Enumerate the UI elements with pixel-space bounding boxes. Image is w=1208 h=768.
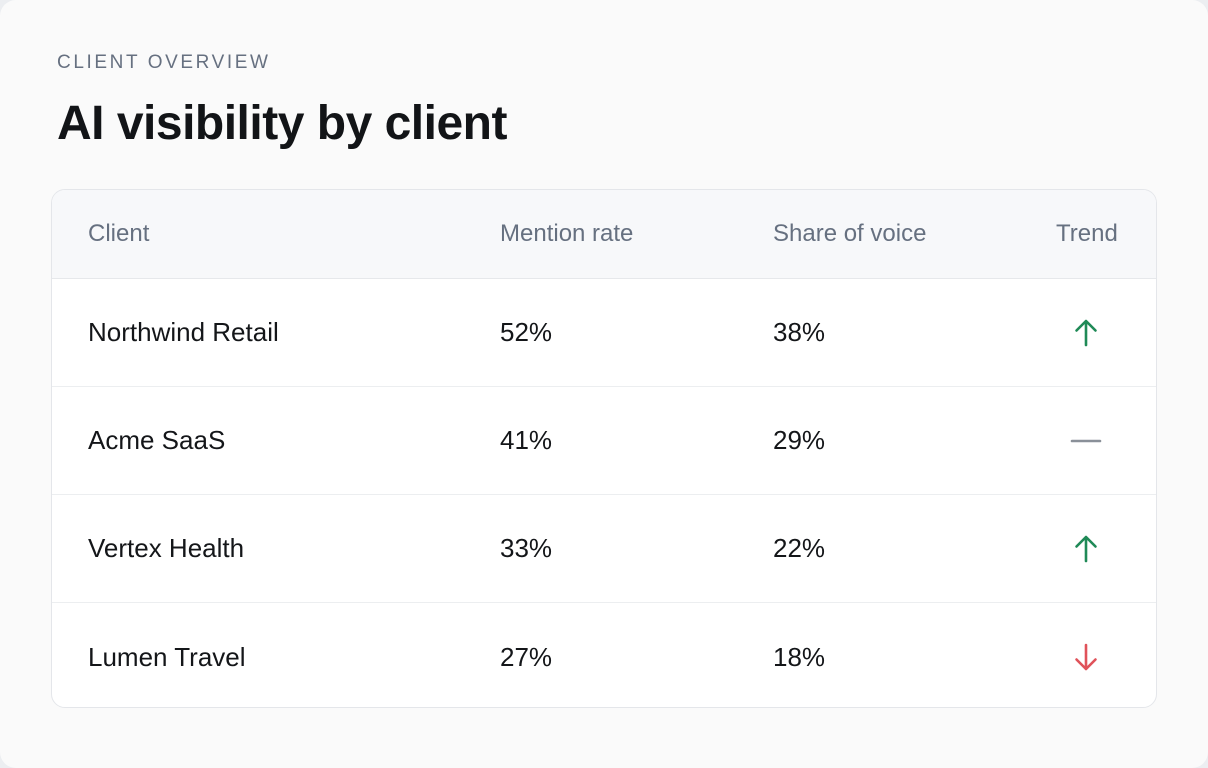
column-header-client: Client [88,220,150,247]
table-row: Northwind Retail 52% 38% [52,279,1156,387]
client-name: Lumen Travel [88,641,246,672]
column-header-trend: Trend [1056,220,1118,247]
mention-rate-value: 27% [500,641,553,672]
column-header-share-of-voice: Share of voice [773,220,927,247]
client-name: Vertex Health [88,533,245,563]
share-of-voice-value: 22% [773,533,826,563]
share-of-voice-value: 18% [773,641,826,672]
arrow-up-icon [1066,495,1106,602]
table-header-row: Client Mention rate Share of voice Trend [52,190,1156,279]
mention-rate-value: 52% [500,317,553,347]
client-name: Acme SaaS [88,425,226,455]
client-visibility-table: Client Mention rate Share of voice Trend… [51,189,1157,708]
mention-rate-value: 33% [500,533,553,563]
column-header-mention-rate: Mention rate [500,220,634,247]
page-title: AI visibility by client [57,97,507,150]
mention-rate-value: 41% [500,425,553,455]
share-of-voice-value: 38% [773,317,826,347]
arrow-down-icon [1066,603,1106,707]
dash-icon [1066,387,1106,494]
table-row: Acme SaaS 41% 29% [52,387,1156,495]
client-name: Northwind Retail [88,317,279,347]
table-row: Vertex Health 33% 22% [52,495,1156,603]
arrow-up-icon [1066,279,1106,386]
table-row: Lumen Travel 27% 18% [52,603,1156,707]
share-of-voice-value: 29% [773,425,826,455]
section-eyebrow: CLIENT OVERVIEW [57,52,271,73]
